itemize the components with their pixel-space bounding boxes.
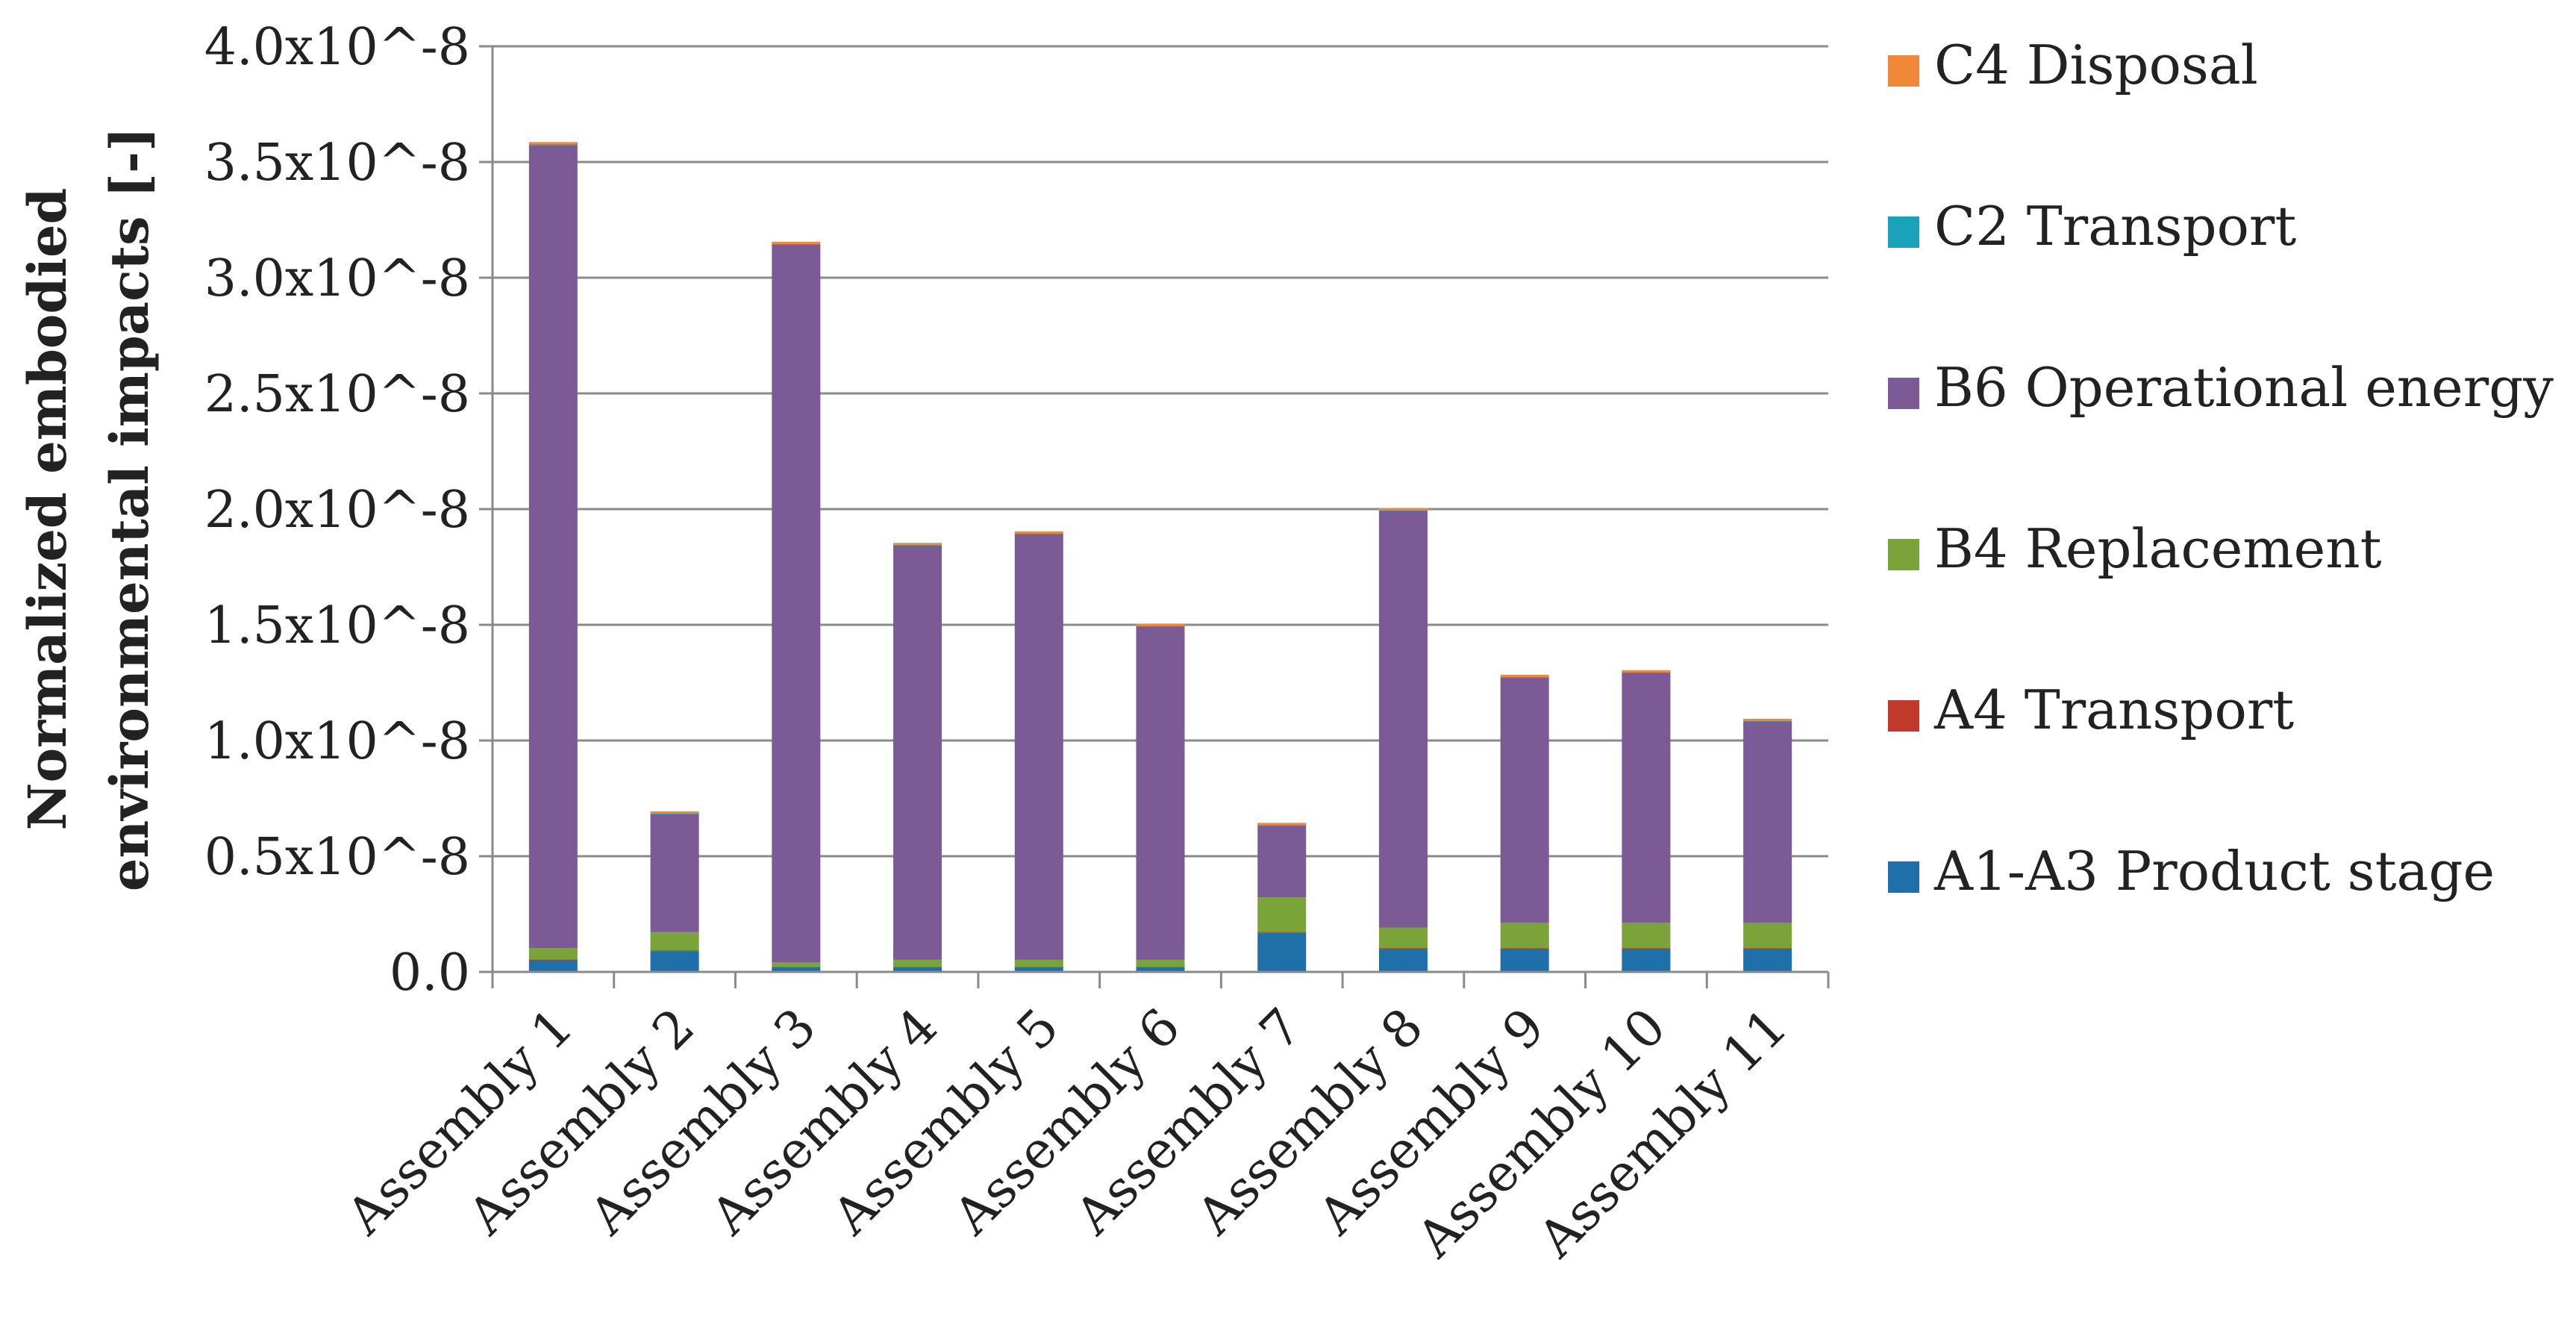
y-tick-label: 1.0x10^-8 [204, 712, 470, 771]
bar-segment-c4-disposal [528, 142, 578, 145]
legend: C4 Disposal C2 Transport B6 Operational en… [1888, 34, 2554, 902]
legend-label: C2 Transport [1934, 195, 2296, 258]
bar-segment-c4-disposal [1136, 623, 1185, 626]
bar-segment-a4-transport [528, 959, 578, 961]
bar-segment-b4-replacement [772, 961, 821, 967]
legend-label: C4 Disposal [1934, 34, 2258, 96]
legend-swatch [1888, 55, 1919, 87]
bar-segment-c4-disposal [1014, 531, 1063, 534]
bar-segment-a1-a3-product-stage [650, 951, 699, 972]
y-tick-label: 4.0x10^-8 [204, 18, 470, 77]
bar-segment-b4-replacement [528, 948, 578, 960]
bar-segment-b4-replacement [1136, 959, 1185, 967]
y-tick-label: 0.0 [390, 944, 470, 1003]
bar-segment-a1-a3-product-stage [1014, 967, 1063, 972]
y-axis-title-line: environmental impacts [-] [99, 127, 160, 891]
bar-segment-a1-a3-product-stage [1378, 949, 1428, 972]
bar-segment-c2-transport [528, 143, 578, 146]
bar-segment-b4-replacement [893, 959, 942, 967]
legend-swatch [1888, 700, 1919, 732]
bar-segment-a1-a3-product-stage [893, 967, 942, 972]
bar-segment-c4-disposal [893, 543, 942, 546]
bar-segment-b4-replacement [650, 932, 699, 951]
bar-segment-b6-operational-energy [1500, 677, 1549, 923]
bar-segment-b4-replacement [1014, 959, 1063, 967]
bar-segment-b6-operational-energy [1136, 626, 1185, 960]
legend-swatch [1888, 216, 1919, 248]
bar-segment-b4-replacement [1622, 923, 1671, 949]
bar-segment-b6-operational-energy [1622, 673, 1671, 923]
bar-segment-a1-a3-product-stage [528, 960, 578, 972]
legend-swatch [1888, 861, 1919, 893]
y-tick-label: 1.5x10^-8 [204, 596, 470, 655]
y-tick-labels: 0.0 0.5x10^-8 1.0x10^-8 1.5x10^-8 2.0x10^-8 2… [204, 18, 470, 1003]
legend-swatch [1888, 378, 1919, 409]
legend-label: B4 Replacement [1934, 517, 2382, 580]
bar-segment-a1-a3-product-stage [1136, 967, 1185, 972]
bar-segment-b6-operational-energy [1378, 511, 1428, 928]
y-tick-label: 3.5x10^-8 [204, 134, 470, 193]
legend-label: B6 Operational energy [1934, 356, 2554, 419]
bar-segment-c4-disposal [1622, 670, 1671, 673]
bar-segment-b6-operational-energy [1014, 534, 1063, 960]
bar-segment-a1-a3-product-stage [1257, 932, 1307, 972]
bar-segment-b6-operational-energy [772, 244, 821, 962]
legend-label: A4 Transport [1933, 679, 2294, 741]
bar-segment-c4-disposal [1500, 674, 1549, 678]
bar-segment-b6-operational-energy [1257, 826, 1307, 898]
bar-segment-c2-transport [772, 243, 821, 245]
y-tick-label: 2.0x10^-8 [204, 481, 470, 540]
y-tick-label: 3.0x10^-8 [204, 249, 470, 308]
y-tick-label: 2.5x10^-8 [204, 365, 470, 424]
bar-segment-b4-replacement [1500, 923, 1549, 949]
bar-segment-c4-disposal [1257, 823, 1307, 826]
bar-segment-b4-replacement [1257, 897, 1307, 932]
bars [528, 142, 1792, 972]
axes [479, 45, 1830, 988]
bar-segment-a1-a3-product-stage [772, 967, 821, 972]
bar-segment-a1-a3-product-stage [1622, 949, 1671, 972]
bar-segment-c4-disposal [650, 811, 699, 814]
bar-segment-b6-operational-energy [528, 145, 578, 949]
bar-segment-b4-replacement [1743, 923, 1792, 949]
bar-segment-a1-a3-product-stage [1500, 949, 1549, 972]
legend-label: A1-A3 Product stage [1933, 840, 2495, 902]
bar-segment-b6-operational-energy [1743, 721, 1792, 923]
bar-segment-b6-operational-energy [650, 814, 699, 932]
bar-segment-a1-a3-product-stage [1743, 949, 1792, 972]
y-axis-title-line: Normalized embodied [16, 187, 78, 830]
bar-segment-b4-replacement [1378, 927, 1428, 949]
legend-swatch [1888, 539, 1919, 570]
bar-segment-c4-disposal [772, 241, 821, 245]
y-tick-label: 0.5x10^-8 [204, 828, 470, 887]
y-axis-title: Normalized embodied environmental impacts… [16, 127, 160, 891]
bar-segment-b6-operational-energy [893, 545, 942, 960]
bar-segment-c4-disposal [1378, 508, 1428, 511]
bar-segment-c4-disposal [1743, 718, 1792, 721]
